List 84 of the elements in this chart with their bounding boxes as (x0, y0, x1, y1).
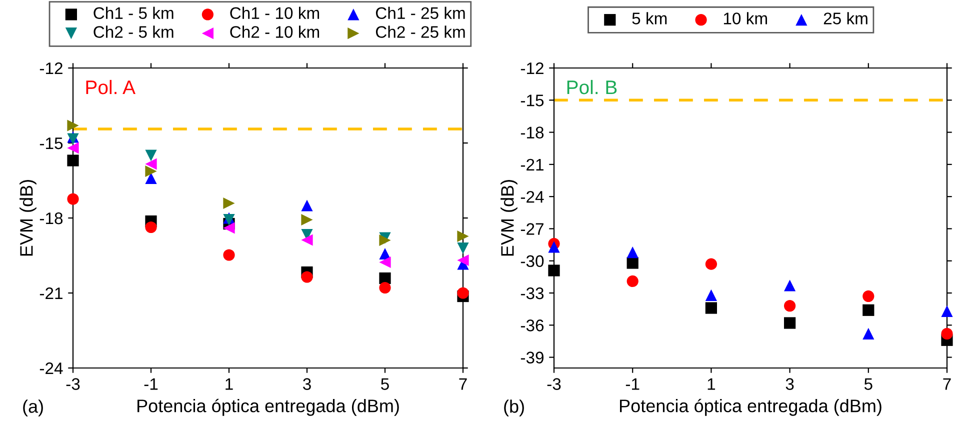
point (301, 234, 313, 246)
x-tick-label: 7 (943, 378, 951, 390)
y-tick-label: -15 (520, 94, 544, 106)
point (862, 328, 874, 340)
point (301, 271, 313, 283)
x-tick-label: 1 (708, 378, 716, 390)
point (784, 280, 796, 292)
y-tick-label: -24 (40, 362, 63, 374)
legend-label: 25 km (824, 12, 868, 24)
x-tick-label: 1 (226, 378, 233, 390)
y-tick-label: -30 (520, 255, 544, 268)
point (626, 257, 638, 269)
point (223, 249, 235, 261)
text: (a) (23, 400, 43, 416)
point (626, 246, 638, 258)
x-tick-label: 7 (459, 378, 467, 390)
point (784, 317, 796, 329)
annotation: Pol. A (86, 80, 136, 94)
point (223, 222, 235, 234)
text: (b) (504, 400, 524, 416)
point (705, 258, 718, 270)
point (145, 221, 157, 234)
legend-label: Ch2 - 25 km (376, 26, 465, 38)
point (784, 300, 796, 312)
y-tick-label: -18 (520, 126, 544, 138)
x-tick-label: -3 (547, 378, 561, 390)
legend-label: Ch1 - 10 km (230, 6, 320, 20)
point (457, 242, 469, 254)
point (457, 287, 469, 299)
point (145, 150, 157, 162)
point (67, 193, 79, 205)
y-tick-label: -15 (40, 138, 63, 150)
point (301, 200, 313, 212)
x-tick-label: 3 (303, 378, 311, 390)
legend-label: Ch2 - 10 km (230, 26, 320, 38)
legend-label: 5 km (632, 12, 667, 24)
legend-label: 10 km (724, 12, 767, 24)
point (145, 172, 157, 184)
y-tick-label: -36 (520, 320, 544, 332)
x-tick-label: 5 (381, 378, 389, 390)
x-tick-label: -1 (144, 378, 158, 390)
y-axis-title: EVM (dB) (500, 180, 518, 256)
y-tick-label: -12 (520, 62, 544, 74)
point (379, 272, 391, 284)
y-tick-label: -39 (520, 352, 544, 364)
y-tick-label: -12 (40, 62, 62, 74)
y-axis-title: EVM (dB) (20, 180, 36, 256)
y-tick-label: -21 (40, 287, 62, 300)
point (862, 290, 874, 302)
point (705, 302, 718, 314)
point (705, 289, 718, 301)
point (67, 120, 79, 132)
y-tick-label: -18 (40, 212, 63, 224)
point (379, 256, 391, 268)
point (457, 254, 469, 266)
point (548, 264, 560, 276)
point (626, 275, 638, 288)
point (379, 282, 391, 294)
point (301, 214, 313, 226)
point (457, 230, 469, 242)
legend-label: Ch1 - 25 km (376, 6, 465, 20)
point (67, 154, 79, 166)
y-tick-label: -21 (520, 158, 544, 170)
x-axis-title: Potencia óptica entregada (dBm) (620, 398, 882, 416)
y-tick-label: -33 (520, 287, 544, 300)
point (145, 165, 157, 178)
x-tick-label: -3 (66, 378, 80, 390)
y-tick-label: -27 (520, 223, 544, 235)
point (145, 158, 157, 170)
point (379, 234, 391, 246)
x-tick-label: 3 (786, 378, 794, 390)
annotation: Pol. B (567, 80, 617, 94)
point (67, 142, 79, 154)
y-tick-label: -24 (520, 190, 544, 203)
point (548, 241, 560, 253)
point (862, 304, 874, 316)
x-tick-label: -1 (626, 378, 640, 390)
legend-label: Ch1 - 5 km (94, 6, 174, 20)
x-axis-title: Potencia óptica entregada (dBm) (138, 398, 399, 416)
legend-label: Ch2 - 5 km (94, 26, 174, 38)
point (223, 197, 235, 210)
x-tick-label: 5 (864, 378, 872, 390)
point (941, 305, 953, 318)
point (941, 328, 953, 340)
